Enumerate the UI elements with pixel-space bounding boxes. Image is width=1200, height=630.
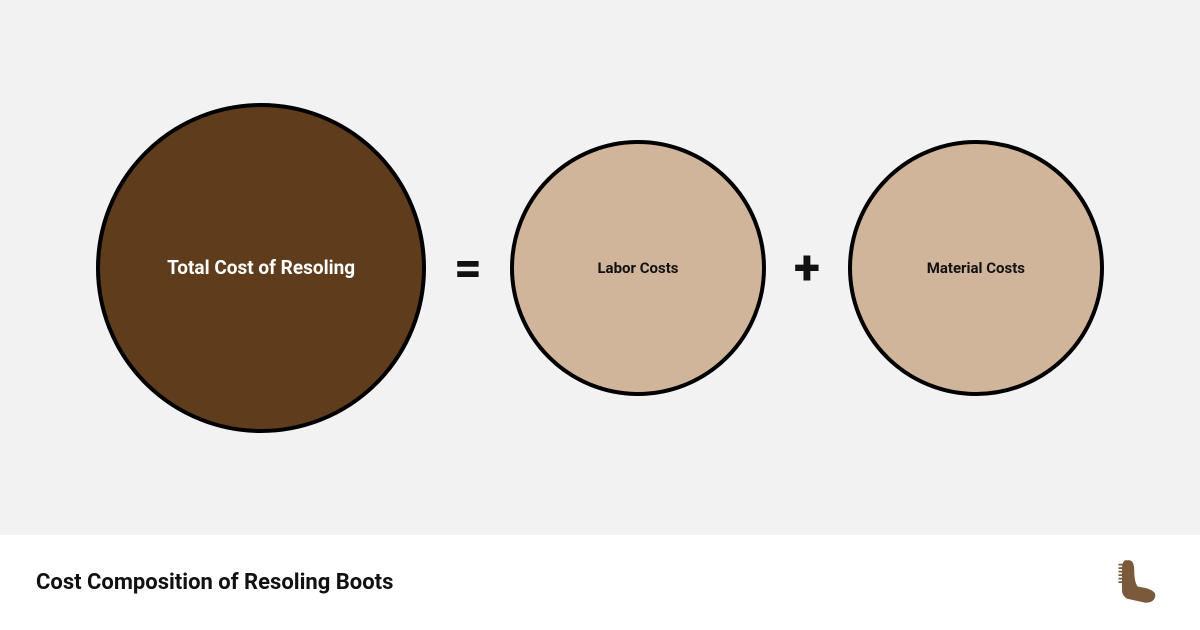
equals-operator: = <box>454 244 482 292</box>
material-cost-circle: Material Costs <box>848 140 1104 396</box>
diagram-area: Total Cost of Resoling = Labor Costs + M… <box>0 0 1200 535</box>
footer-bar: Cost Composition of Resoling Boots <box>0 535 1200 630</box>
plus-operator: + <box>794 244 820 292</box>
infographic-canvas: Total Cost of Resoling = Labor Costs + M… <box>0 0 1200 630</box>
equals-glyph: = <box>454 239 482 296</box>
labor-cost-circle: Labor Costs <box>510 140 766 396</box>
total-cost-circle: Total Cost of Resoling <box>96 103 426 433</box>
boot-icon <box>1108 555 1164 611</box>
footer-title: Cost Composition of Resoling Boots <box>36 570 393 595</box>
total-cost-label: Total Cost of Resoling <box>167 256 355 279</box>
plus-glyph: + <box>794 239 820 296</box>
material-cost-label: Material Costs <box>927 259 1025 277</box>
labor-cost-label: Labor Costs <box>597 259 678 277</box>
